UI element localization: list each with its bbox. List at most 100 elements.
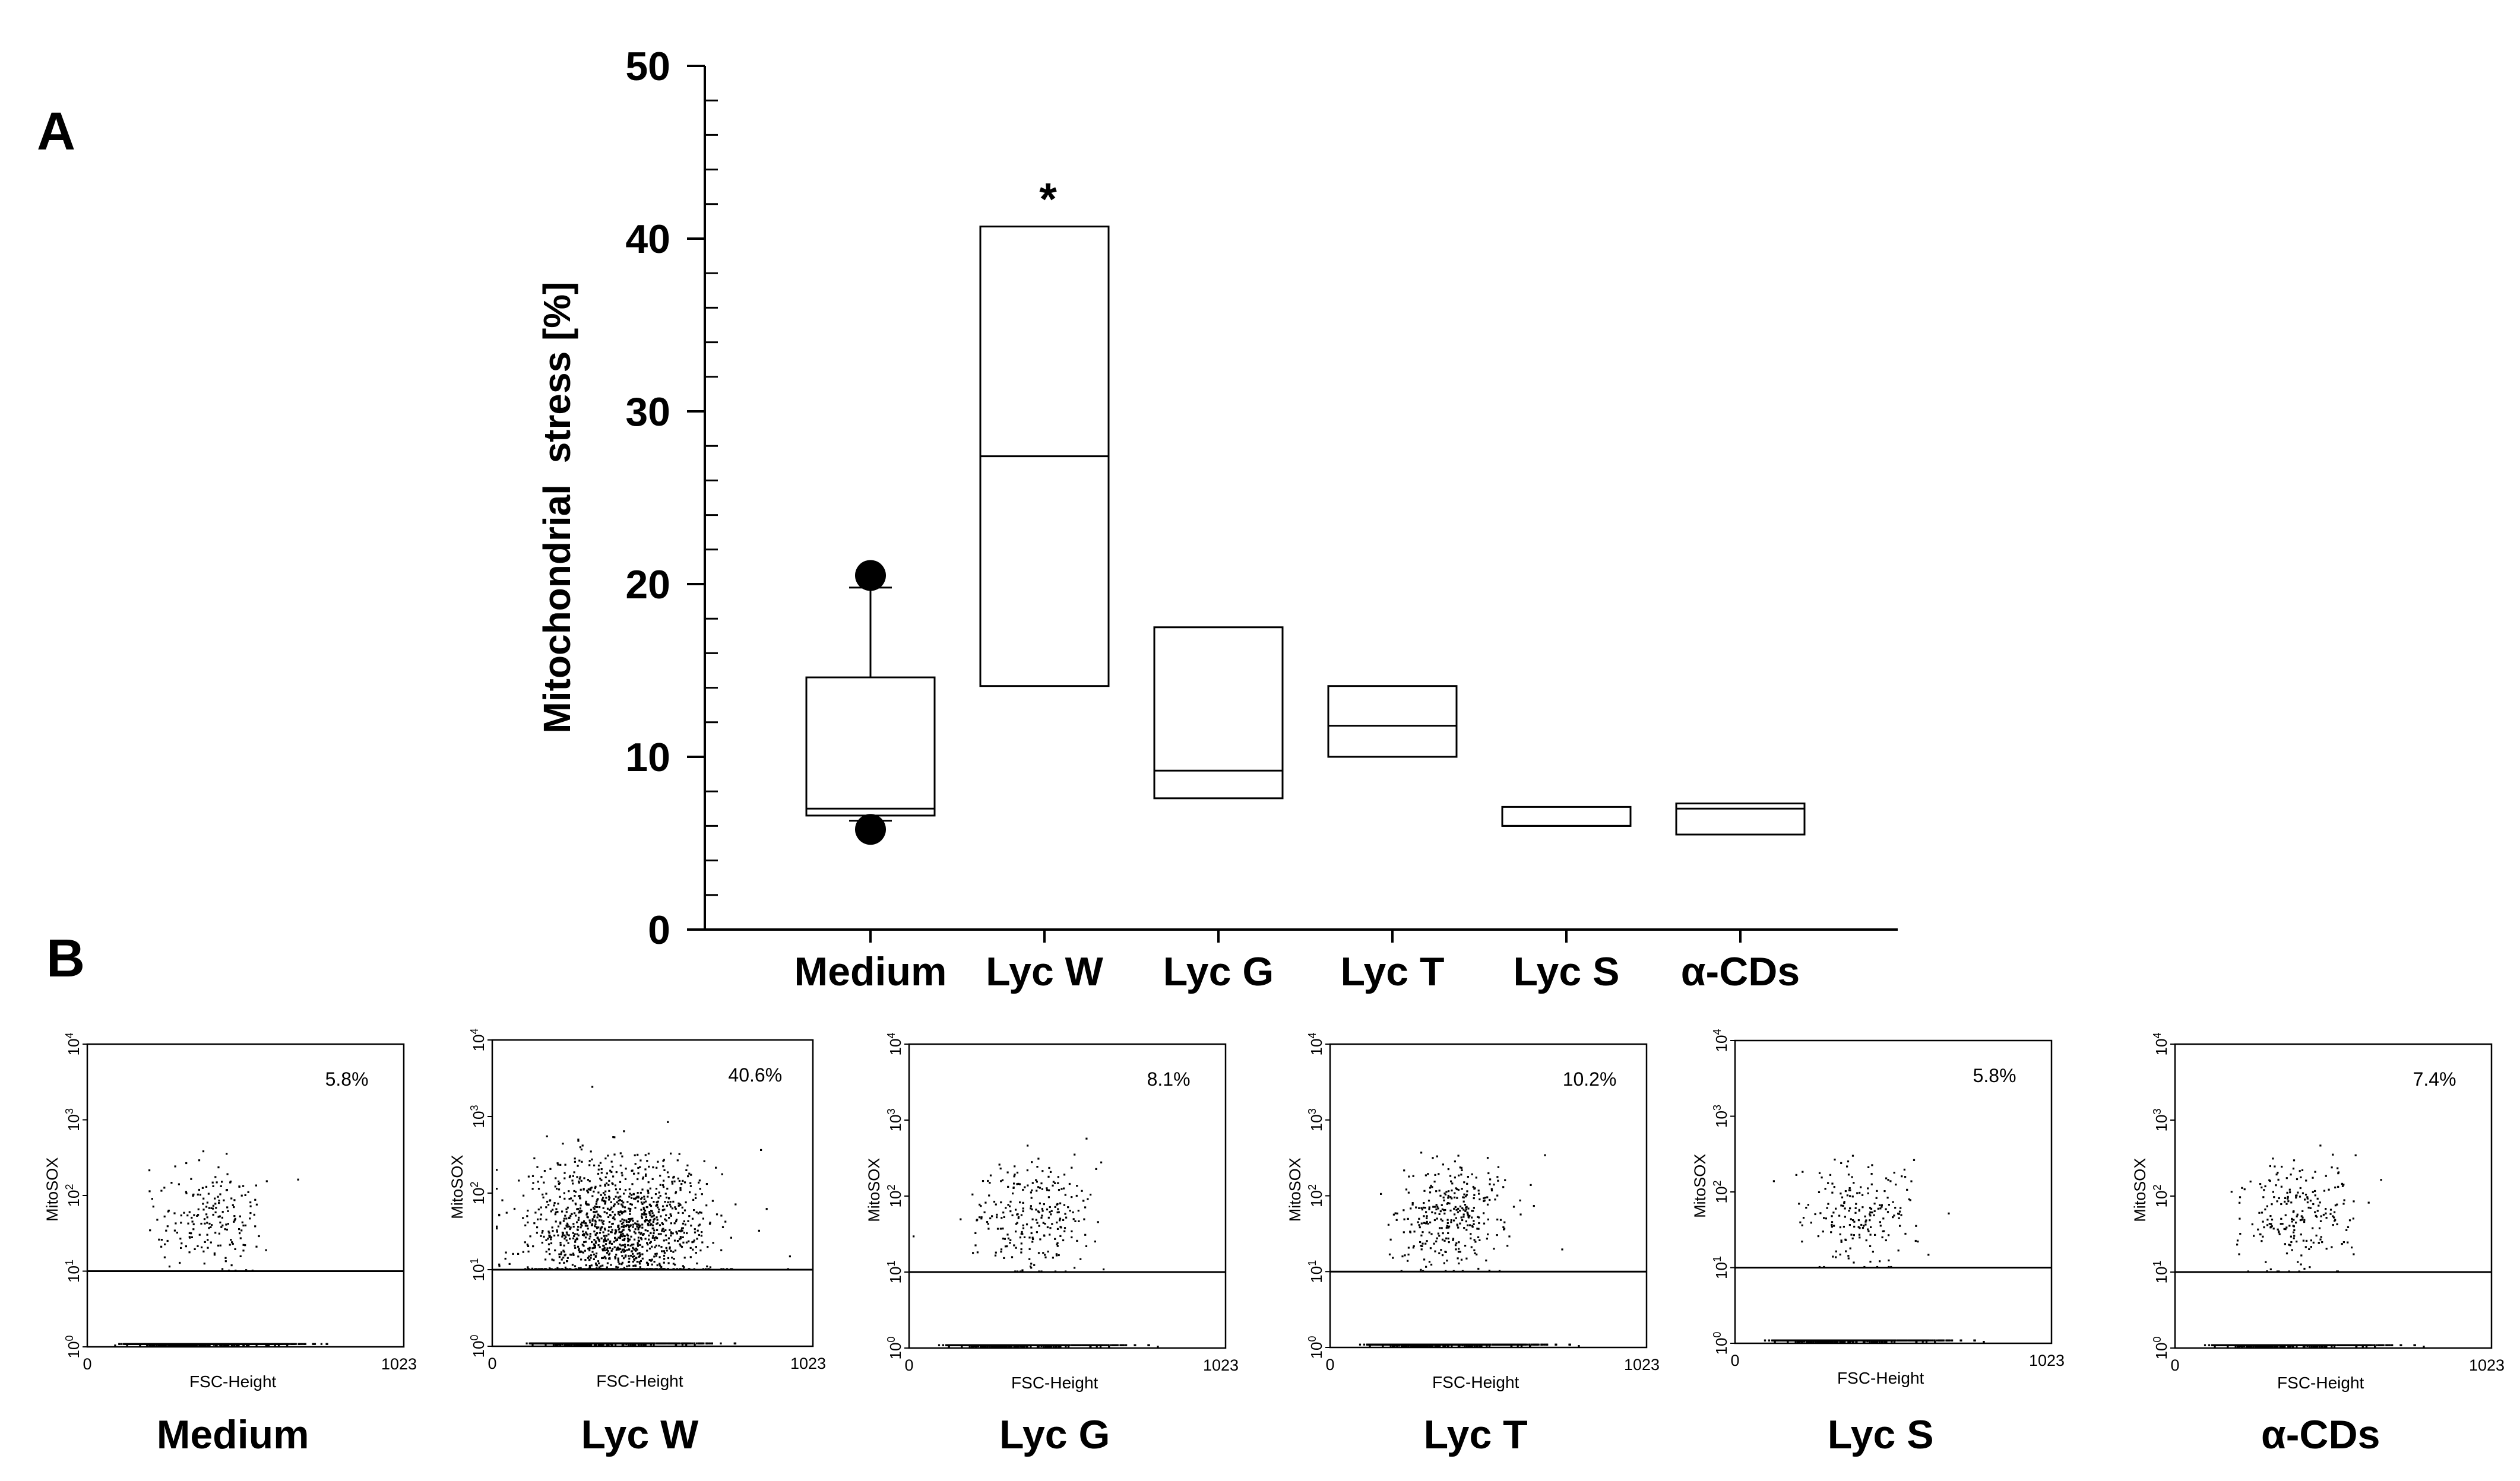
event-dot (221, 1181, 223, 1183)
tick-exponent: 3 (64, 1108, 75, 1114)
event-dot (205, 1206, 208, 1208)
event-dot (215, 1207, 217, 1209)
event-dot (211, 1181, 214, 1184)
event-dot (219, 1221, 221, 1224)
event-dot (165, 1229, 167, 1232)
event-dot (292, 1343, 295, 1345)
box-0 (805, 560, 936, 845)
event-dot (163, 1215, 166, 1217)
event-dot (185, 1344, 188, 1347)
event-dot (239, 1215, 241, 1217)
event-dot (314, 1343, 316, 1345)
event-dot (227, 1343, 230, 1345)
event-dot (244, 1343, 246, 1345)
event-dot (236, 1344, 239, 1347)
event-dot (188, 1251, 191, 1254)
event-dot (191, 1216, 193, 1219)
event-dot (226, 1173, 229, 1175)
event-dot (254, 1198, 257, 1201)
event-dot (240, 1194, 243, 1197)
event-dot (178, 1183, 180, 1185)
event-dot (142, 1343, 144, 1345)
event-dot (233, 1199, 236, 1201)
event-dot (221, 1211, 224, 1213)
event-dot (218, 1232, 220, 1235)
event-dot (241, 1343, 243, 1345)
event-dot (255, 1344, 258, 1347)
event-dot (238, 1185, 240, 1188)
event-dot (230, 1239, 232, 1241)
event-dot (192, 1344, 194, 1347)
event-dot (219, 1244, 221, 1247)
event-dot (701, 1342, 703, 1344)
event-dot (542, 1342, 544, 1344)
event-dot (248, 1343, 251, 1345)
event-dot (170, 1344, 173, 1347)
event-dot (152, 1206, 154, 1208)
event-dot (208, 1344, 210, 1347)
y-axis-label: Mitochondrial stress [%] (536, 282, 578, 734)
event-dot (210, 1241, 212, 1244)
event-dot (628, 1344, 630, 1346)
event-dot (164, 1343, 167, 1345)
event-dot (194, 1248, 196, 1250)
event-dot (221, 1268, 224, 1270)
event-dot (213, 1252, 216, 1255)
event-dot (216, 1343, 218, 1345)
x-tick-label: Lyc T (1340, 949, 1444, 994)
event-dot (137, 1343, 140, 1345)
tick-exponent: 4 (64, 1033, 75, 1039)
event-dot (159, 1343, 162, 1345)
event-dot (193, 1214, 195, 1216)
event-dot (139, 1344, 141, 1347)
event-dot (166, 1239, 169, 1242)
event-dot (709, 1342, 711, 1344)
event-dot (167, 1344, 169, 1347)
event-dot (531, 1344, 534, 1346)
event-dot (537, 1342, 539, 1344)
event-dot (240, 1229, 243, 1232)
event-dot (220, 1226, 223, 1228)
event-dot (160, 1190, 163, 1192)
event-dot (181, 1343, 183, 1345)
event-dot (274, 1343, 277, 1345)
event-dot (254, 1225, 257, 1228)
event-dot (556, 1342, 558, 1344)
event-dot (239, 1237, 242, 1239)
event-dot (204, 1344, 207, 1347)
event-dot (192, 1223, 195, 1226)
event-dot (582, 1344, 585, 1346)
event-dot (190, 1344, 192, 1347)
event-dot (176, 1232, 178, 1234)
event-dot (149, 1344, 151, 1347)
event-dot (226, 1344, 228, 1347)
event-dot (221, 1343, 224, 1345)
event-dot (706, 1342, 709, 1344)
event-dot (159, 1344, 162, 1347)
event-dot (143, 1343, 145, 1345)
event-dot (299, 1343, 301, 1345)
event-dot (214, 1232, 217, 1234)
y-tick-label: 102 (64, 1184, 83, 1207)
event-dot (264, 1343, 267, 1345)
event-dot (212, 1213, 214, 1216)
event-dot (681, 1343, 683, 1346)
event-dot (555, 1344, 557, 1346)
event-dot (180, 1222, 182, 1224)
event-dot (120, 1343, 122, 1345)
event-dot (148, 1169, 151, 1172)
x-tick-label: α-CDs (1681, 949, 1800, 994)
event-dot (217, 1195, 219, 1198)
event-dot (151, 1343, 154, 1345)
event-dot (202, 1203, 204, 1205)
event-dot (653, 1344, 655, 1346)
event-dot (161, 1343, 163, 1345)
event-dot (206, 1201, 208, 1204)
box-iqr (1153, 626, 1284, 800)
event-dot (149, 1229, 151, 1232)
event-dot (178, 1344, 180, 1347)
event-dot (214, 1211, 217, 1213)
event-dot (281, 1343, 283, 1345)
event-dot (530, 1342, 532, 1344)
